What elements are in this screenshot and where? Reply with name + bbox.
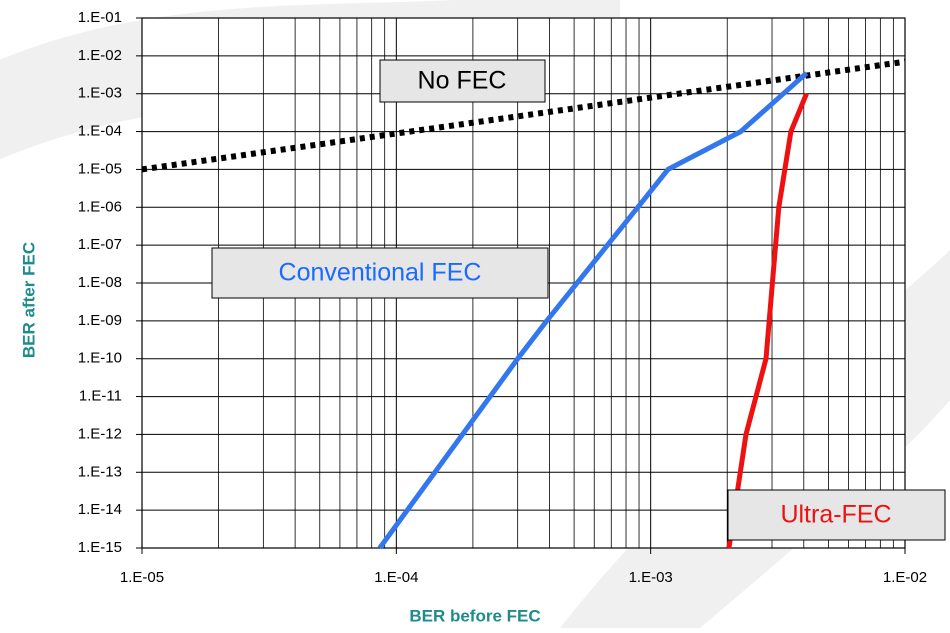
series-line <box>726 92 809 549</box>
annotation: No FEC <box>418 67 507 95</box>
annotation-box <box>211 247 549 299</box>
y-tick-label: 1.E-07 <box>78 236 122 253</box>
y-tick-label: 1.E-13 <box>78 463 122 480</box>
y-tick-label: 1.E-02 <box>78 47 122 64</box>
annotation-box <box>379 59 546 103</box>
y-tick-label: 1.E-15 <box>78 539 122 556</box>
series-line <box>377 71 809 550</box>
annotation: Conventional FEC <box>279 259 482 287</box>
y-axis-label: BER after FEC <box>19 242 38 358</box>
y-tick-label: 1.E-12 <box>78 425 122 442</box>
x-tick-label: 1.E-05 <box>120 569 164 586</box>
y-tick-label: 1.E-03 <box>78 85 122 102</box>
y-tick-label: 1.E-09 <box>78 312 122 329</box>
x-tick-label: 1.E-03 <box>629 569 673 586</box>
y-tick-label: 1.E-04 <box>78 123 122 140</box>
x-tick-label: 1.E-04 <box>374 569 418 586</box>
y-tick-label: 1.E-01 <box>78 9 122 26</box>
x-axis-label: BER before FEC <box>409 606 540 625</box>
lines <box>141 58 906 550</box>
y-tick-label: 1.E-06 <box>78 198 122 215</box>
x-tick-label: 1.E-02 <box>883 569 927 586</box>
y-tick-label: 1.E-05 <box>78 160 122 177</box>
series-line <box>141 58 906 173</box>
y-tick-label: 1.E-14 <box>78 501 122 518</box>
y-tick-label: 1.E-08 <box>78 274 122 291</box>
annotation-box <box>727 489 946 541</box>
y-tick-label: 1.E-10 <box>78 350 122 367</box>
y-tick-label: 1.E-11 <box>79 388 122 405</box>
annotation: Ultra-FEC <box>780 501 891 529</box>
